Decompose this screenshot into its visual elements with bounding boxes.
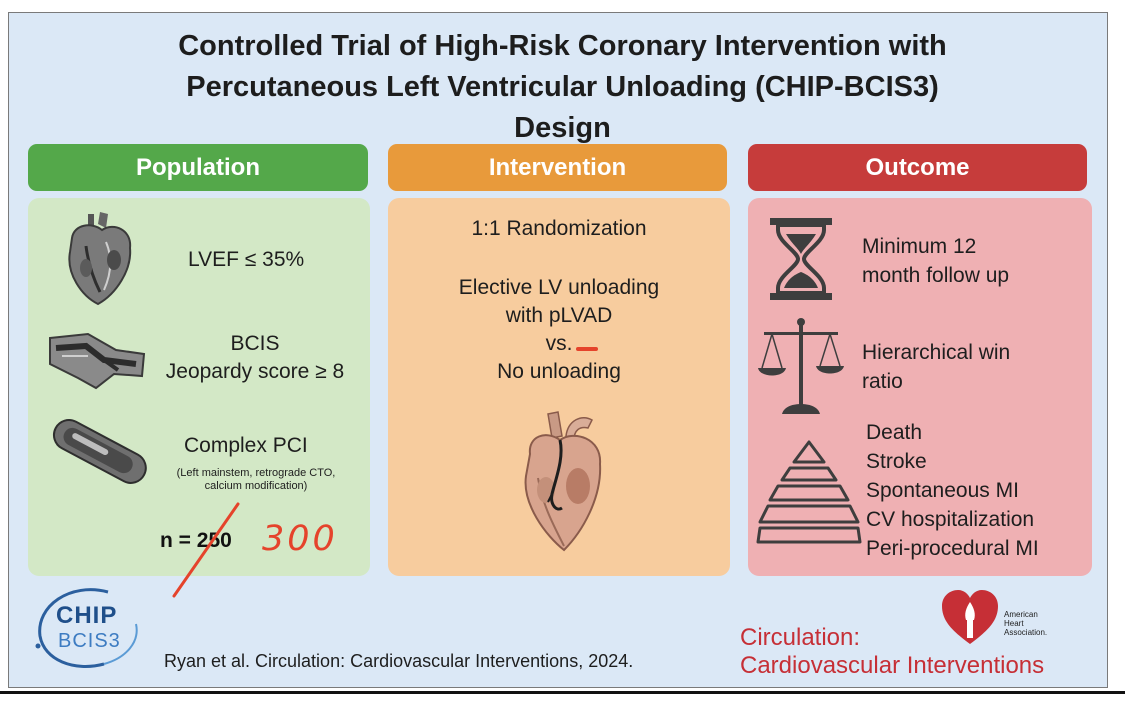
sample-size-label: n = 250: [160, 529, 232, 552]
handwritten-sample-size: 300: [262, 519, 338, 559]
hierarchy-item: Peri-procedural MI: [866, 537, 1039, 560]
population-header: Population: [28, 144, 368, 191]
hierarchy-list: Death Stroke Spontaneous MI CV hospitali…: [866, 418, 1039, 563]
win-ratio-outcome: Hierarchical win ratio: [862, 338, 1010, 396]
aha-line-2: Heart: [1004, 619, 1024, 628]
artery-stenosis-icon: [49, 332, 146, 390]
journal-name: Circulation: Cardiovascular Intervention…: [740, 624, 1044, 680]
hierarchy-item: Spontaneous MI: [866, 479, 1019, 502]
logo-text-bcis3: BCIS3: [58, 630, 121, 652]
bcis-line-1: BCIS: [230, 332, 280, 355]
hierarchy-item: Death: [866, 421, 923, 444]
aha-wordmark: American Heart Association.: [1004, 610, 1047, 637]
hierarchy-item: CV hospitalization: [866, 508, 1035, 531]
outcome-header: Outcome: [748, 144, 1087, 191]
intervention-arms: Elective LV unloading with pLVAD vs. No …: [388, 274, 730, 386]
hourglass-icon: [770, 218, 832, 300]
logo-text-chip: CHIP: [56, 602, 118, 629]
aha-heart-torch-logo: [942, 590, 998, 644]
complex-pci-note-line-2: calcium modification): [204, 480, 308, 492]
journal-line-2: Cardiovascular Interventions: [740, 652, 1045, 679]
intervention-line-4: No unloading: [497, 360, 621, 383]
intervention-line-2: with pLVAD: [505, 304, 613, 327]
intervention-line-3: vs.: [545, 332, 573, 355]
win-ratio-line-2: ratio: [862, 370, 903, 393]
followup-line-1: Minimum 12: [862, 235, 977, 258]
heart-pump-icon: [524, 411, 602, 552]
heart-anatomy-icon: [68, 212, 132, 306]
complex-pci-criterion: Complex PCI: [184, 434, 308, 457]
followup-outcome: Minimum 12 month follow up: [862, 232, 1009, 290]
citation: Ryan et al. Circulation: Cardiovascular …: [164, 651, 634, 671]
page-title: Controlled Trial of High-Risk Coronary I…: [178, 30, 947, 144]
intervention-header: Intervention: [388, 144, 727, 191]
lvef-criterion: LVEF ≤ 35%: [188, 248, 305, 271]
bcis-criterion: BCIS Jeopardy score ≥ 8: [140, 330, 370, 386]
hierarchy-item: Stroke: [866, 450, 927, 473]
balance-scale-icon: [758, 318, 844, 414]
strikethrough-mark: [172, 502, 240, 598]
complex-pci-note-line-1: (Left mainstem, retrograde CTO,: [176, 467, 336, 479]
hierarchy-pyramid-icon: [756, 440, 862, 544]
red-dash-mark: [576, 347, 598, 351]
followup-line-2: month follow up: [862, 264, 1010, 287]
bottom-border: [0, 691, 1125, 694]
win-ratio-line-1: Hierarchical win: [862, 341, 1011, 364]
calcified-vessel-icon: [52, 419, 147, 484]
aha-line-3: Association.: [1004, 628, 1048, 637]
complex-pci-note: (Left mainstem, retrograde CTO, calcium …: [156, 467, 356, 493]
randomization-label: 1:1 Randomization: [471, 217, 647, 240]
intervention-line-1: Elective LV unloading: [458, 276, 660, 299]
bcis-line-2: Jeopardy score ≥ 8: [165, 360, 345, 383]
chip-bcis3-logo: [35, 588, 138, 668]
journal-line-1: Circulation:: [740, 624, 861, 651]
aha-line-1: American: [1004, 610, 1038, 619]
